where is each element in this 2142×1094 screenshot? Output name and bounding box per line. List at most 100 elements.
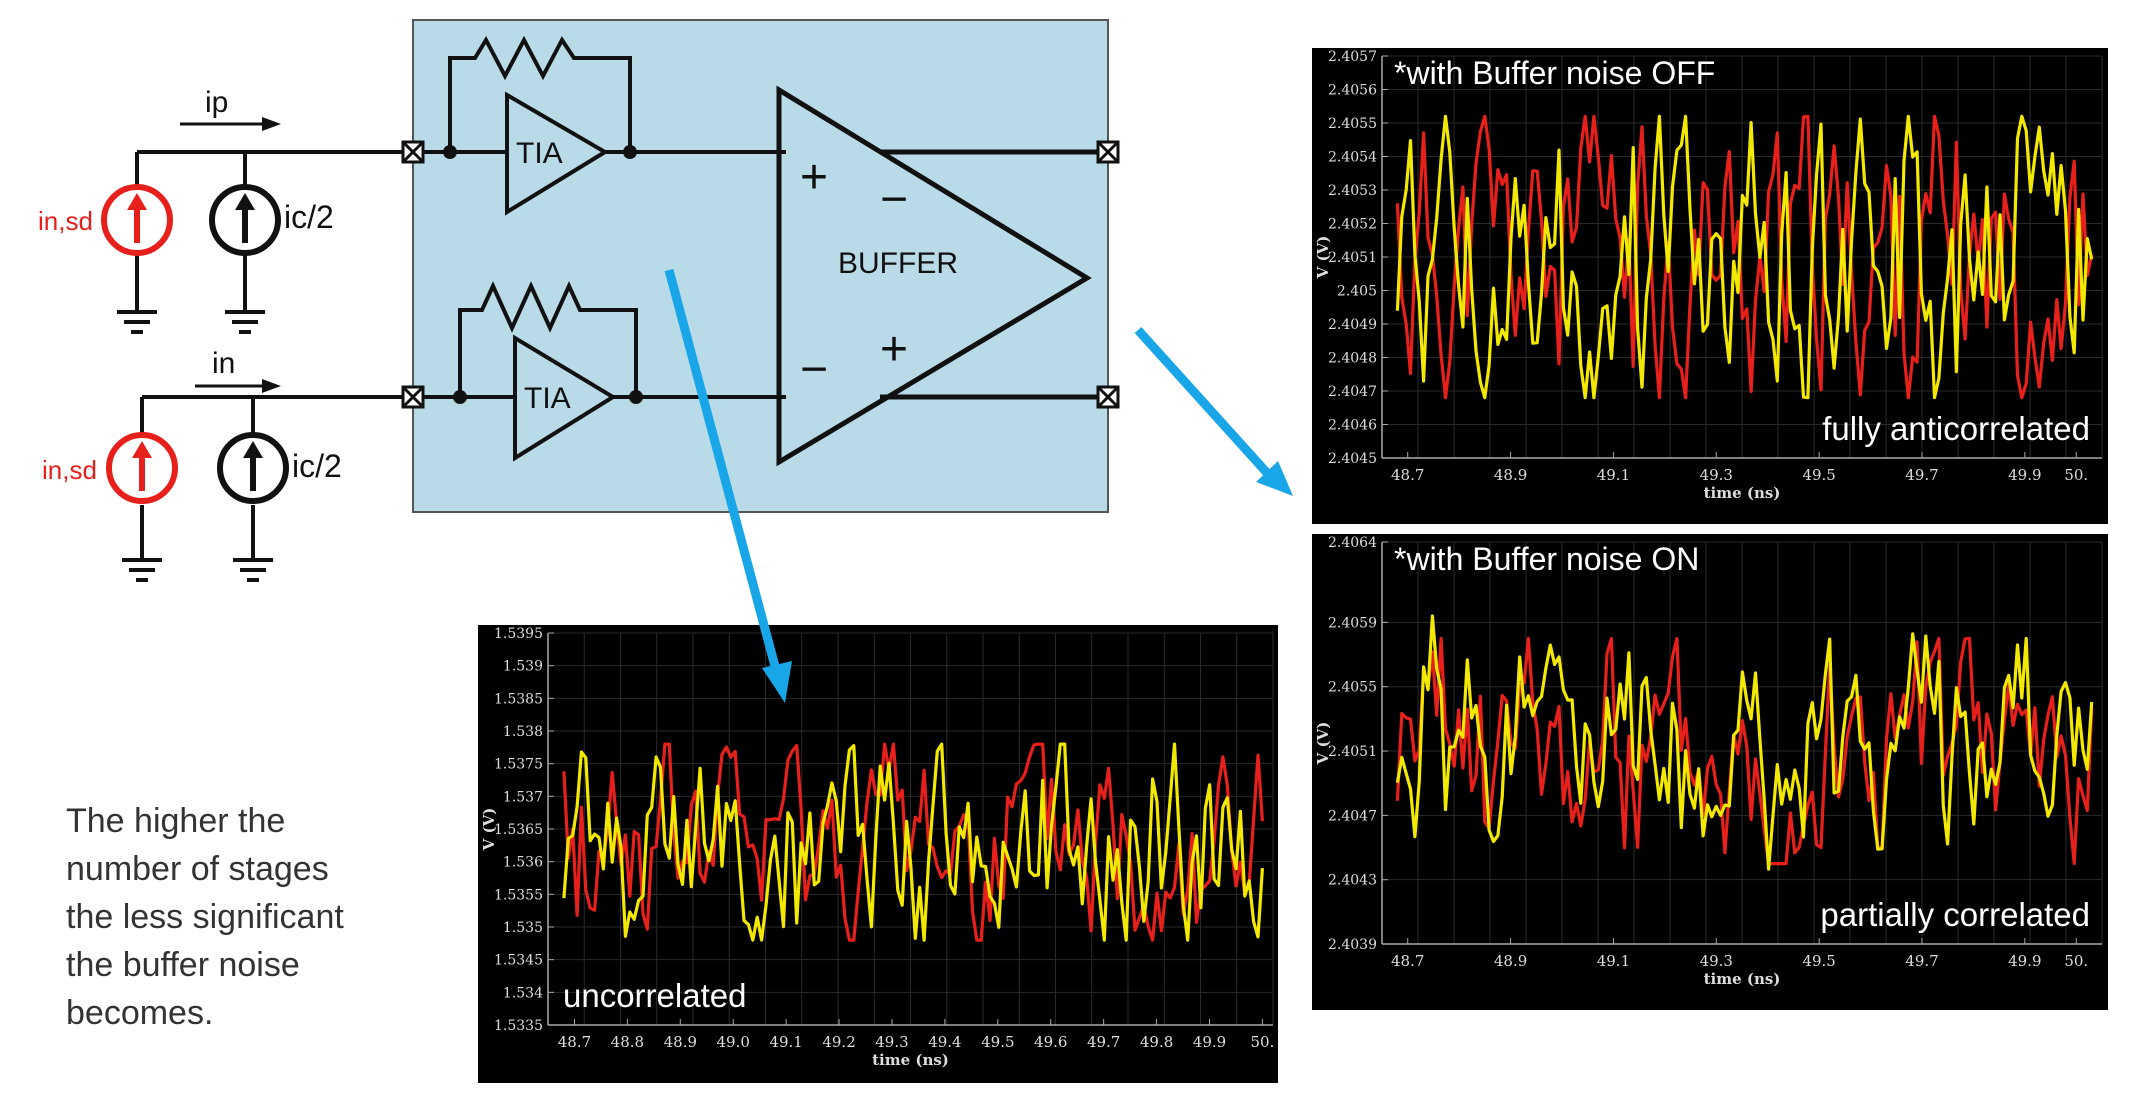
y-tick-label: 2.4043 xyxy=(1328,873,1377,889)
x-tick-label: 49.7 xyxy=(1905,466,1938,484)
blue-arrow-icon xyxy=(1134,326,1293,496)
circuit-diagram: ip in in,sd in,sd ic/2 ic/2 TIA TIA BUFF… xyxy=(38,19,1120,582)
y-tick-label: 2.4049 xyxy=(1328,317,1377,333)
plot-buffer-off: 2.4057 2.4056 2.4055 2.4054 2.4053 2.4052 2.40… xyxy=(1312,48,2108,524)
x-axis-label: time (ns) xyxy=(872,1051,949,1069)
x-tick-label: 49.7 xyxy=(1905,952,1938,970)
y-tick-label: 1.537 xyxy=(503,789,543,805)
plot-buffer-on: 2.4064 2.4059 2.4055 2.4051 2.4047 2.4043 2.40… xyxy=(1312,534,2108,1010)
y-tick-label: 2.4059 xyxy=(1328,615,1377,631)
chart-buffer-off: 2.4057 2.4056 2.4055 2.4054 2.4053 2.4052 2.40… xyxy=(1314,49,2103,502)
y-tick-label: 2.4039 xyxy=(1328,937,1377,953)
chart-buffer-on: 2.4064 2.4059 2.4055 2.4051 2.4047 2.4043 2.40… xyxy=(1314,535,2103,988)
y-tick-label: 1.536 xyxy=(503,855,543,871)
common-source-label-bottom: ic/2 xyxy=(292,448,342,484)
buffer-minus-bottom: − xyxy=(800,343,828,396)
caption-line: The higher the xyxy=(66,802,286,840)
x-tick-label: 49.3 xyxy=(875,1033,908,1051)
x-tick-label: 49.7 xyxy=(1087,1033,1120,1051)
plot-uncorrelated: 1.5395 1.539 1.5385 1.538 1.5375 1.537 1.5365 1… xyxy=(478,625,1278,1083)
y-tick-label: 2.4048 xyxy=(1328,351,1377,367)
annotation-bottom: partially correlated xyxy=(1820,896,2090,933)
x-tick-label: 49.5 xyxy=(1802,952,1835,970)
ground-icon xyxy=(225,310,265,334)
y-axis-label: V (V) xyxy=(1314,722,1332,766)
amplifier-block xyxy=(412,19,1109,513)
x-tick-label: 48.8 xyxy=(611,1033,644,1051)
common-source-label-top: ic/2 xyxy=(284,199,334,235)
annotation-top: *with Buffer noise ON xyxy=(1394,541,1699,577)
caption-text: The higher the number of stages the less… xyxy=(66,797,426,1037)
common-current-source-icon xyxy=(209,184,281,256)
y-tick-label: 2.4055 xyxy=(1328,116,1377,132)
x-tick-label: 48.7 xyxy=(558,1033,591,1051)
caption-line: becomes. xyxy=(66,994,214,1032)
x-tick-label: 49.3 xyxy=(1700,466,1733,484)
y-tick-label: 1.535 xyxy=(503,920,543,936)
output-pad-icon xyxy=(1096,385,1120,409)
y-tick-label: 1.5395 xyxy=(494,626,543,642)
x-tick-label: 49.9 xyxy=(2008,952,2041,970)
x-tick-label: 48.7 xyxy=(1391,466,1424,484)
y-tick-label: 2.4046 xyxy=(1328,418,1377,434)
current-arrow-icon xyxy=(195,379,281,393)
x-axis-label: time (ns) xyxy=(1704,970,1781,988)
x-tick-label: 48.9 xyxy=(664,1033,697,1051)
common-current-source-icon xyxy=(217,432,289,504)
x-tick-label: 49.6 xyxy=(1034,1033,1067,1051)
y-tick-label: 2.4047 xyxy=(1328,384,1377,400)
x-tick-label: 48.7 xyxy=(1391,952,1424,970)
tia-label-top: TIA xyxy=(516,137,563,170)
y-tick-label: 1.5355 xyxy=(494,887,543,903)
tia-label-bottom: TIA xyxy=(524,382,571,415)
x-tick-label: 49.1 xyxy=(769,1033,802,1051)
y-tick-label: 1.539 xyxy=(503,659,543,675)
y-tick-label: 2.4052 xyxy=(1328,217,1377,233)
noise-current-source-icon xyxy=(101,184,173,256)
x-tick-label: 49.3 xyxy=(1700,952,1733,970)
y-tick-label: 2.4055 xyxy=(1328,680,1377,696)
y-tick-label: 2.405 xyxy=(1337,284,1377,300)
x-tick-label: 49.9 xyxy=(1193,1033,1226,1051)
y-tick-label: 1.538 xyxy=(503,724,543,740)
top-input-branch xyxy=(135,150,413,312)
buffer-plus-bottom: + xyxy=(880,323,908,376)
y-axis-label: V (V) xyxy=(1314,236,1332,280)
input-pad-icon xyxy=(401,140,425,164)
x-tick-label: 49.9 xyxy=(2008,466,2041,484)
chart-uncorrelated: 1.5395 1.539 1.5385 1.538 1.5375 1.537 1.5365 1… xyxy=(480,626,1274,1069)
annotation-top: *with Buffer noise OFF xyxy=(1394,55,1715,91)
y-tick-label: 1.5375 xyxy=(494,757,543,773)
x-tick-label: 49.0 xyxy=(717,1033,750,1051)
ground-icon xyxy=(117,310,157,334)
ground-icon xyxy=(122,558,162,582)
y-tick-label: 2.4064 xyxy=(1328,535,1377,551)
x-axis-label: time (ns) xyxy=(1704,484,1781,502)
output-pad-icon xyxy=(1096,140,1120,164)
x-tick-label: 49.2 xyxy=(822,1033,855,1051)
buffer-label: BUFFER xyxy=(838,247,958,280)
y-tick-label: 1.5385 xyxy=(494,691,543,707)
buffer-plus-top: + xyxy=(800,151,828,204)
x-tick-label: 50. xyxy=(2064,466,2088,484)
y-tick-label: 2.4054 xyxy=(1328,150,1377,166)
noise-source-label-top: in,sd xyxy=(38,206,93,236)
caption-line: the buffer noise xyxy=(66,946,300,984)
annotation-bottom: uncorrelated xyxy=(563,977,746,1014)
y-axis-label: V (V) xyxy=(480,808,498,852)
y-tick-label: 2.4051 xyxy=(1328,744,1377,760)
x-tick-label: 49.1 xyxy=(1597,952,1630,970)
x-tick-label: 49.1 xyxy=(1597,466,1630,484)
x-tick-label: 48.9 xyxy=(1494,952,1527,970)
y-tick-label: 2.4051 xyxy=(1328,250,1377,266)
ip-label: ip xyxy=(205,86,228,119)
y-tick-label: 2.4056 xyxy=(1328,83,1377,99)
y-tick-label: 1.534 xyxy=(503,985,543,1001)
caption-line: the less significant xyxy=(66,898,344,936)
x-tick-label: 49.5 xyxy=(1802,466,1835,484)
x-tick-label: 50. xyxy=(1250,1033,1274,1051)
in-label: in xyxy=(212,347,235,380)
x-tick-label: 50. xyxy=(2064,952,2088,970)
x-tick-label: 48.9 xyxy=(1494,466,1527,484)
